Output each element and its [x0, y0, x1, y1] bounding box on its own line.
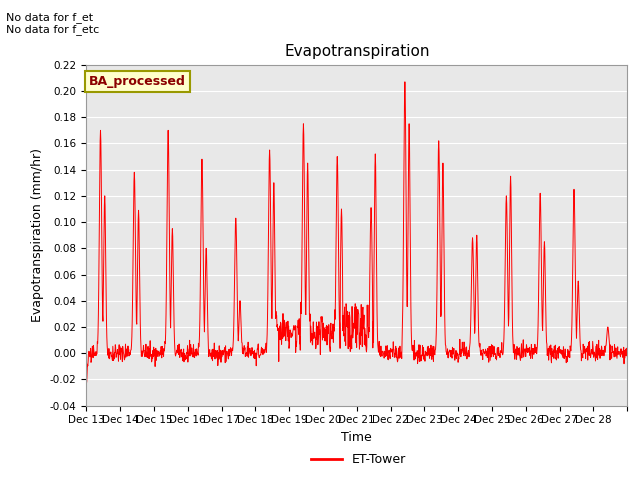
Text: BA_processed: BA_processed — [89, 75, 186, 88]
X-axis label: Time: Time — [341, 431, 372, 444]
Title: Evapotranspiration: Evapotranspiration — [284, 45, 429, 60]
Text: No data for f_et: No data for f_et — [6, 12, 93, 23]
Y-axis label: Evapotranspiration (mm/hr): Evapotranspiration (mm/hr) — [31, 148, 44, 322]
Text: No data for f_etc: No data for f_etc — [6, 24, 100, 35]
Legend: ET-Tower: ET-Tower — [306, 448, 411, 471]
